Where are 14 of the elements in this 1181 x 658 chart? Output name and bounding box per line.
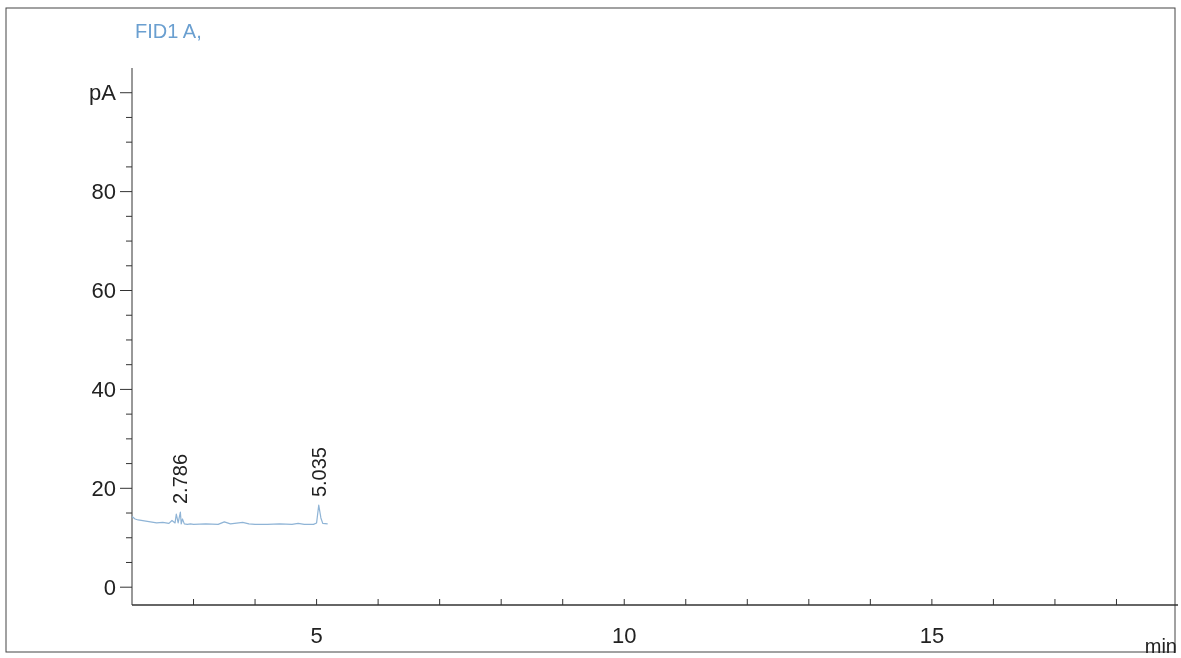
- chart-title: FID1 A,: [135, 20, 202, 42]
- y-tick-label: 0: [103, 574, 116, 600]
- x-axis-title: min: [1144, 635, 1177, 657]
- y-tick-label: pA: [89, 80, 117, 106]
- line-series: [131, 504, 329, 525]
- y-tick-label: 80: [91, 179, 116, 205]
- annotation: 2.786: [169, 453, 192, 505]
- y-tick-label: 60: [91, 278, 116, 304]
- y-tick-label: 40: [91, 377, 116, 403]
- x-tick-label: 15: [919, 623, 945, 648]
- annotation: 5.035: [307, 447, 330, 498]
- y-tick-label: 20: [91, 476, 116, 501]
- x-tick-label: 10: [611, 623, 637, 648]
- x-tick-label: 5: [310, 623, 323, 648]
